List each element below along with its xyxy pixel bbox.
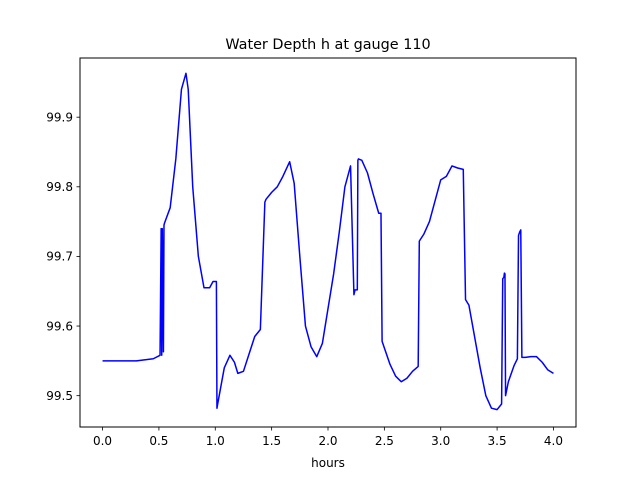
y-tick-label: 99.6: [46, 319, 73, 333]
x-tick-label: 0.5: [149, 434, 168, 448]
x-axis-label: hours: [311, 456, 345, 470]
y-tick-label: 99.8: [46, 180, 73, 194]
x-tick-label: 2.5: [375, 434, 394, 448]
x-tick-label: 0.0: [93, 434, 112, 448]
plot-area: [102, 72, 554, 411]
y-tick-label: 99.5: [46, 389, 73, 403]
y-tick-label: 99.9: [46, 110, 73, 124]
x-tick-label: 3.0: [431, 434, 450, 448]
x-tick-label: 1.5: [262, 434, 281, 448]
x-axis-ticks: 0.0 0.5 1.0 1.5 2.0 2.5 3.0 3.5 4.0: [93, 427, 563, 448]
x-tick-label: 2.0: [318, 434, 337, 448]
axes-frame: [79, 57, 577, 428]
y-tick-label: 99.7: [46, 250, 73, 264]
x-tick-label: 3.5: [488, 434, 507, 448]
y-axis-ticks: 99.5 99.6 99.7 99.8 99.9: [46, 110, 80, 403]
series-line-0: [102, 72, 554, 411]
x-tick-label: 4.0: [544, 434, 563, 448]
chart-title: Water Depth h at gauge 110: [225, 37, 430, 53]
x-tick-label: 1.0: [206, 434, 225, 448]
